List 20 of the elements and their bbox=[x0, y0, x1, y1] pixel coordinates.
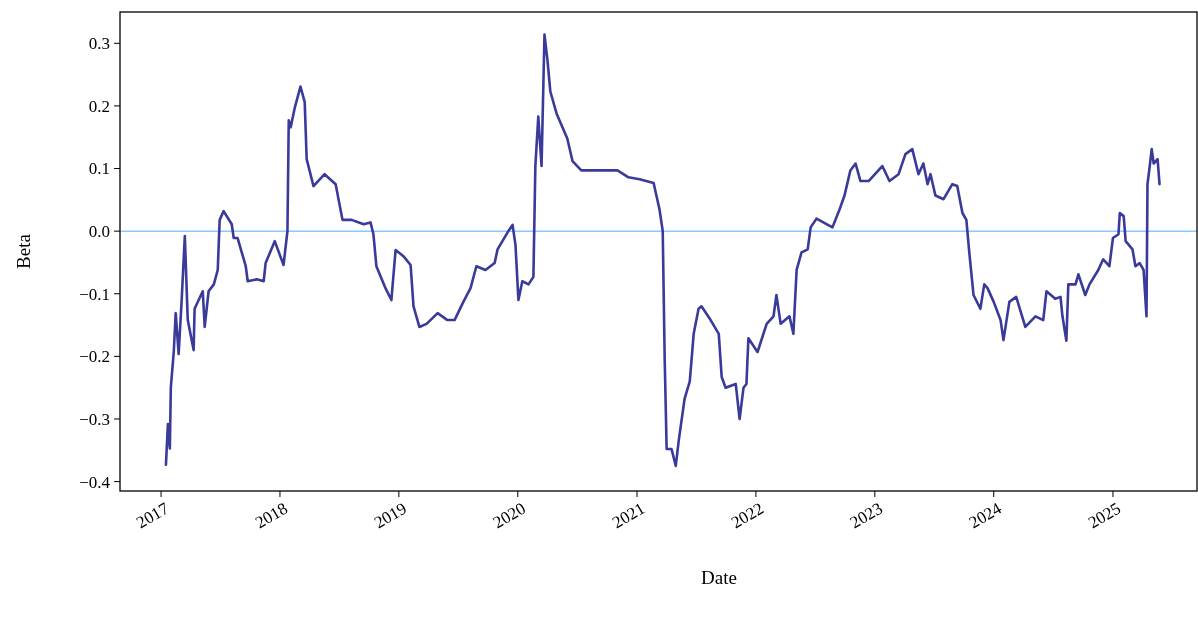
x-tick-label: 2022 bbox=[727, 498, 767, 533]
x-tick-label: 2017 bbox=[133, 498, 173, 533]
x-axis-title: Date bbox=[701, 567, 737, 588]
y-tick-label: −0.3 bbox=[79, 409, 110, 429]
y-tick-label: 0.1 bbox=[88, 159, 110, 179]
y-tick-label: −0.4 bbox=[79, 472, 111, 492]
x-tick-label: 2024 bbox=[965, 498, 1006, 533]
line-series bbox=[164, 33, 1161, 468]
x-tick-label: 2018 bbox=[252, 498, 291, 533]
x-tick-label: 2023 bbox=[846, 498, 886, 533]
y-tick-label: 0.3 bbox=[88, 34, 110, 54]
x-tick-label: 2021 bbox=[609, 498, 648, 533]
y-tick-label: −0.2 bbox=[79, 347, 110, 367]
x-tick-label: 2019 bbox=[370, 498, 410, 533]
x-tick-label: 2020 bbox=[489, 498, 529, 533]
x-tick-label: 2025 bbox=[1085, 498, 1124, 533]
y-tick-label: 0.2 bbox=[88, 96, 110, 116]
y-tick-label: −0.1 bbox=[79, 284, 110, 304]
y-axis-title: Beta bbox=[13, 233, 34, 269]
y-tick-label: 0.0 bbox=[88, 222, 110, 242]
